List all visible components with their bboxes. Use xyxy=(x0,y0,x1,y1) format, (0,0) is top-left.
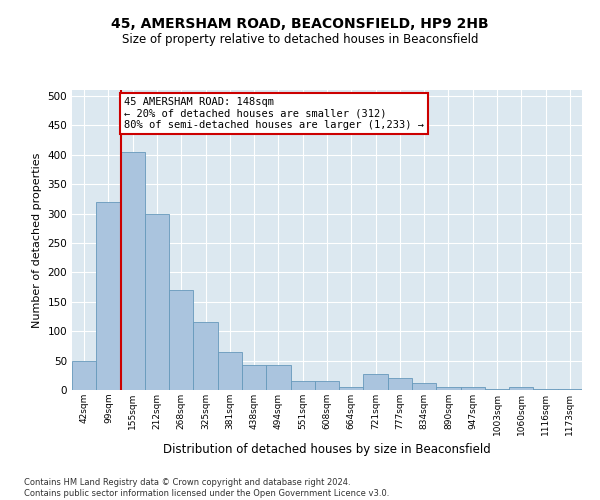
Bar xyxy=(412,383,436,390)
Bar xyxy=(72,360,96,390)
Bar xyxy=(218,352,242,390)
Bar xyxy=(242,366,266,390)
Bar xyxy=(193,322,218,390)
Bar xyxy=(96,202,121,390)
Bar xyxy=(436,387,461,390)
Bar xyxy=(266,366,290,390)
Bar xyxy=(388,378,412,390)
Bar xyxy=(533,389,558,390)
X-axis label: Distribution of detached houses by size in Beaconsfield: Distribution of detached houses by size … xyxy=(163,443,491,456)
Bar xyxy=(339,387,364,390)
Text: 45, AMERSHAM ROAD, BEACONSFIELD, HP9 2HB: 45, AMERSHAM ROAD, BEACONSFIELD, HP9 2HB xyxy=(111,18,489,32)
Bar xyxy=(315,381,339,390)
Bar xyxy=(485,389,509,390)
Bar xyxy=(145,214,169,390)
Bar xyxy=(169,290,193,390)
Bar xyxy=(558,389,582,390)
Text: Contains HM Land Registry data © Crown copyright and database right 2024.
Contai: Contains HM Land Registry data © Crown c… xyxy=(24,478,389,498)
Text: 45 AMERSHAM ROAD: 148sqm
← 20% of detached houses are smaller (312)
80% of semi-: 45 AMERSHAM ROAD: 148sqm ← 20% of detach… xyxy=(124,97,424,130)
Text: Size of property relative to detached houses in Beaconsfield: Size of property relative to detached ho… xyxy=(122,32,478,46)
Bar xyxy=(461,387,485,390)
Bar xyxy=(290,381,315,390)
Bar xyxy=(364,374,388,390)
Bar xyxy=(509,387,533,390)
Y-axis label: Number of detached properties: Number of detached properties xyxy=(32,152,42,328)
Bar xyxy=(121,152,145,390)
